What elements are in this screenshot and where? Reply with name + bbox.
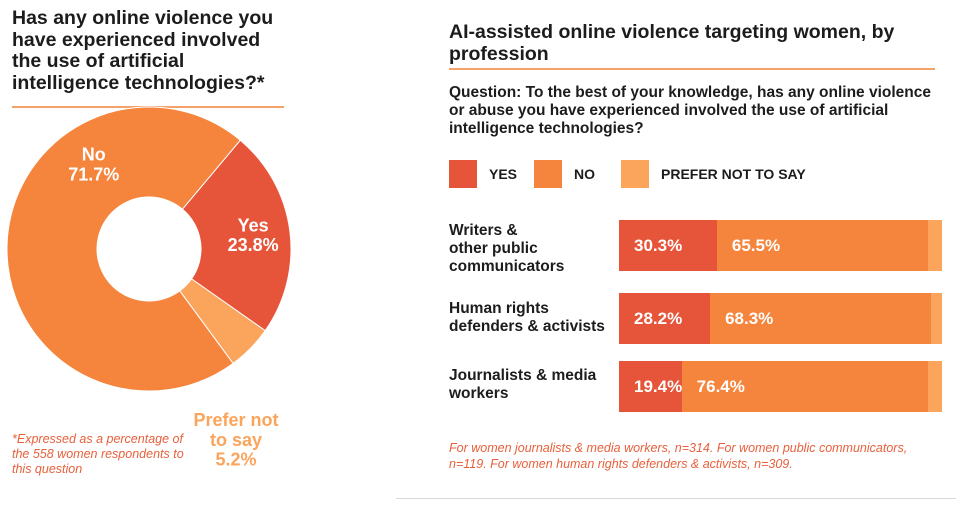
bar-row-label: Journalists & media workers bbox=[449, 367, 614, 403]
bar-value-label-yes: 19.4% bbox=[634, 377, 683, 396]
bar-footnote: For women journalists & media workers, n… bbox=[449, 441, 908, 471]
donut-label-no: No 71.7% bbox=[68, 144, 119, 184]
legend-item-yes: YES bbox=[449, 160, 517, 188]
right-title-divider bbox=[449, 68, 935, 70]
legend-label-no: NO bbox=[574, 166, 595, 182]
bar-row: 19.4% 76.4% bbox=[619, 361, 942, 412]
legend-item-prefer-not-to-say: PREFER NOT TO SAY bbox=[621, 160, 806, 188]
bar-value-label-no: 65.5% bbox=[731, 236, 781, 255]
bar-row: 30.3% 65.5% bbox=[619, 220, 942, 271]
donut-label-prefer-not-to-say: Prefer not to say 5.2% bbox=[193, 410, 278, 470]
bar-row-label-line: Journalists & media bbox=[449, 367, 597, 384]
bar-segment-yes bbox=[619, 361, 682, 412]
legend-label-prefer-not-to-say: PREFER NOT TO SAY bbox=[661, 166, 806, 182]
donut-chart-title: Has any online violence you have experie… bbox=[12, 7, 274, 94]
legend-swatch-no bbox=[534, 160, 562, 188]
bar-segment-yes bbox=[619, 220, 717, 271]
bar-row-label: Writers & other public communicators bbox=[449, 222, 614, 276]
bar-segment-yes bbox=[619, 293, 711, 344]
survey-question: Question: To the best of your knowledge,… bbox=[449, 84, 932, 137]
bar-segment-prefer-not-to-say bbox=[928, 220, 942, 271]
donut-slice-yes bbox=[181, 139, 292, 332]
bar-segment-prefer-not-to-say bbox=[930, 293, 942, 344]
bar-value-label-no: 68.3% bbox=[725, 309, 774, 328]
bar-row-label-line: defenders & activists bbox=[449, 318, 605, 335]
donut-slice-no bbox=[6, 106, 241, 392]
bar-segment-no bbox=[710, 293, 931, 344]
legend-swatch-prefer-not-to-say bbox=[621, 160, 649, 188]
bar-row-label-line: workers bbox=[449, 385, 509, 402]
bar-row-label-line: other public bbox=[449, 240, 538, 257]
bar-value-label-no: 76.4% bbox=[696, 377, 745, 396]
bar-row: 28.2% 68.3% bbox=[619, 293, 942, 344]
legend-swatch-yes bbox=[449, 160, 477, 188]
bottom-divider bbox=[396, 498, 956, 499]
bar-chart-title: AI-assisted online violence targeting wo… bbox=[449, 21, 895, 65]
legend-label-yes: YES bbox=[489, 166, 518, 182]
bar-row-label-line: Writers & bbox=[449, 222, 518, 239]
donut-footnote: *Expressed as a percentage of the 558 wo… bbox=[12, 432, 184, 476]
bar-segment-prefer-not-to-say bbox=[928, 361, 942, 412]
bar-row-label: Human rights defenders & activists bbox=[449, 300, 614, 336]
legend-item-no: NO bbox=[534, 160, 595, 188]
donut-label-yes: Yes 23.8% bbox=[228, 215, 279, 255]
bar-row-label-line: Human rights bbox=[449, 300, 549, 317]
bar-segment-no bbox=[681, 361, 929, 412]
donut-chart: Yes 23.8% No 71.7% Prefer not to say 5.2% bbox=[6, 106, 292, 470]
bar-value-label-yes: 28.2% bbox=[634, 309, 683, 328]
bar-value-label-yes: 30.3% bbox=[634, 236, 683, 255]
bar-segment-no bbox=[716, 220, 929, 271]
bar-row-label-line: communicators bbox=[449, 258, 565, 275]
